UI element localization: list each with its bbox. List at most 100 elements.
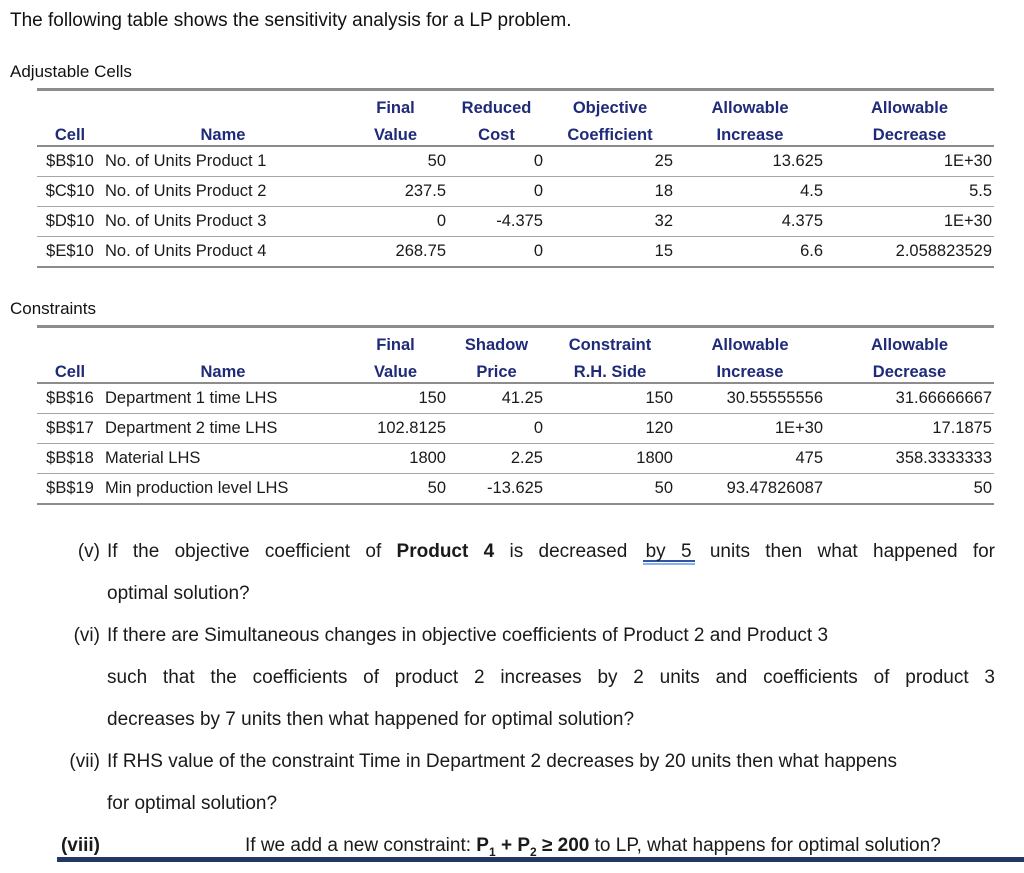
cell-objective-coefficient: 18 [545, 176, 675, 207]
table-row: $C$10 No. of Units Product 2 237.5 0 18 … [37, 176, 994, 207]
header-blank [103, 327, 343, 356]
header-name: Name [103, 355, 343, 384]
header-value: Value [343, 355, 448, 384]
cell-reduced-cost: -4.375 [448, 206, 545, 237]
question-vi-text-2: such that the coefficients of product 2 … [107, 667, 995, 688]
section-title-constraints: Constraints [10, 299, 96, 318]
header-decrease: Decrease [825, 355, 994, 384]
header-allowable-dec: Allowable [870, 99, 948, 117]
header-reduced: Reduced [461, 99, 532, 117]
cell-allowable-decrease: 5.5 [825, 176, 994, 207]
header-objective: Objective [572, 99, 648, 117]
cell-name: No. of Units Product 4 [105, 242, 267, 260]
cell-final-value: 102.8125 [343, 413, 448, 444]
question-label-blank [0, 783, 100, 825]
cell-name: Material LHS [103, 443, 343, 474]
cell-shadow-price: 0 [448, 413, 545, 444]
header-cell: Cell [37, 118, 103, 147]
question-v-underlined: by 5 [643, 541, 695, 565]
cell-allowable-decrease: 17.1875 [825, 413, 994, 444]
cell-allowable-decrease: 358.3333333 [825, 443, 994, 474]
question-v-label: (v) [77, 541, 100, 562]
table-row: $D$10 No. of Units Product 3 0 -4.375 32… [37, 206, 994, 237]
question-vii-line-2: for optimal solution? [0, 783, 1024, 825]
cell-rhs: 150 [545, 383, 675, 414]
header-blank [37, 327, 103, 356]
cell-allowable-increase: 475 [675, 443, 825, 474]
header-cell: Cell [37, 355, 103, 384]
cell-allowable-increase: 93.47826087 [726, 479, 823, 497]
cell-allowable-increase: 13.625 [675, 146, 825, 177]
constraint-sub2: 2 [530, 844, 537, 859]
cell-allowable-increase: 1E+30 [675, 413, 825, 444]
question-label-blank [0, 699, 100, 741]
header-allowable-inc: Allowable [711, 99, 789, 117]
cell-ref: $B$16 [37, 383, 103, 414]
cell-objective-coefficient: 25 [545, 146, 675, 177]
cell-allowable-increase: 4.5 [675, 176, 825, 207]
cell-ref: $D$10 [37, 206, 103, 237]
table-row: $B$19 Min production level LHS 50 -13.62… [37, 474, 994, 505]
table-row: $E$10 No. of Units Product 4 268.75 0 15… [37, 237, 994, 268]
cell-name: Min production level LHS [105, 479, 289, 497]
table-row: $B$10 No. of Units Product 1 50 0 25 13.… [37, 146, 994, 177]
question-v-mid: is decreased [494, 541, 643, 562]
header-increase: Increase [675, 118, 825, 147]
cell-allowable-increase: 30.55555556 [675, 383, 825, 414]
header-value: Value [343, 118, 448, 147]
constraint-sub1: 1 [488, 844, 496, 859]
cell-rhs: 120 [545, 413, 675, 444]
cell-allowable-increase: 4.375 [675, 206, 825, 237]
cell-allowable-decrease: 2.058823529 [895, 242, 992, 260]
question-label-blank [0, 657, 100, 699]
question-v-line-1: (v) If the objective coefficient of Prod… [0, 531, 1024, 573]
question-v-post: units then what happened for [694, 541, 996, 562]
question-vi-line-3: decreases by 7 units then what happened … [0, 699, 1024, 741]
question-vi-text-3: decreases by 7 units then what happened … [107, 709, 635, 730]
cell-ref: $E$10 [46, 242, 94, 260]
header-constraint: Constraint [568, 336, 652, 354]
page-title: The following table shows the sensitivit… [10, 10, 572, 31]
question-vi-line-1: (vi) If there are Simultaneous changes i… [0, 615, 1024, 657]
cell-ref: $B$19 [46, 479, 94, 497]
cell-allowable-decrease: 1E+30 [825, 206, 994, 237]
cell-name: No. of Units Product 1 [103, 146, 343, 177]
question-viii-label: (viii) [60, 835, 100, 856]
cell-final-value: 1800 [343, 443, 448, 474]
cell-final-value: 0 [343, 206, 448, 237]
adjustable-cells-table: Final Reduced Objective Allowable Allowa… [37, 88, 994, 268]
section-title-adjustable-cells: Adjustable Cells [10, 62, 132, 81]
question-viii-line-1: (viii) If we add a new constraint: P1 + … [0, 825, 1024, 873]
cell-reduced-cost: 0 [448, 146, 545, 177]
cell-reduced-cost: 0 [533, 242, 543, 260]
cell-allowable-decrease: 1E+30 [825, 146, 994, 177]
header-allowable-dec: Allowable [870, 336, 948, 354]
header-final: Final [376, 336, 415, 354]
table-row: $B$17 Department 2 time LHS 102.8125 0 1… [37, 413, 994, 444]
cell-rhs: 50 [654, 479, 673, 497]
constraint-rhs: ≥ 200 [536, 835, 590, 856]
question-v-bold: Product 4 [396, 541, 495, 562]
bottom-border-bar [57, 857, 1024, 862]
header-cost: Cost [448, 118, 545, 147]
questions-section: (v) If the objective coefficient of Prod… [0, 531, 1024, 873]
question-viii-constraint: P1 + P2 ≥ 200 [476, 835, 590, 859]
adjustable-header-row-1: Final Reduced Objective Allowable Allowa… [37, 90, 994, 119]
question-v-text-2: optimal solution? [107, 583, 250, 604]
question-v-text: If the objective coefficient of Product … [107, 531, 995, 573]
cell-ref: $B$10 [37, 146, 103, 177]
header-blank [103, 90, 343, 119]
cell-shadow-price: 41.25 [448, 383, 545, 414]
cell-name: Department 2 time LHS [103, 413, 343, 444]
cell-name: No. of Units Product 3 [103, 206, 343, 237]
question-viii-pre: If we add a new constraint: [245, 835, 477, 856]
question-vii-text-1: If RHS value of the constraint Time in D… [107, 751, 897, 772]
question-vi-label: (vi) [73, 625, 100, 646]
question-vi-line-2: such that the coefficients of product 2 … [0, 657, 1024, 699]
cell-name: No. of Units Product 2 [103, 176, 343, 207]
header-final: Final [376, 99, 415, 117]
constraints-header-row-1: Final Shadow Constraint Allowable Allowa… [37, 327, 994, 356]
cell-ref: $B$18 [37, 443, 103, 474]
cell-objective-coefficient: 15 [654, 242, 673, 260]
header-allowable-inc: Allowable [711, 336, 789, 354]
